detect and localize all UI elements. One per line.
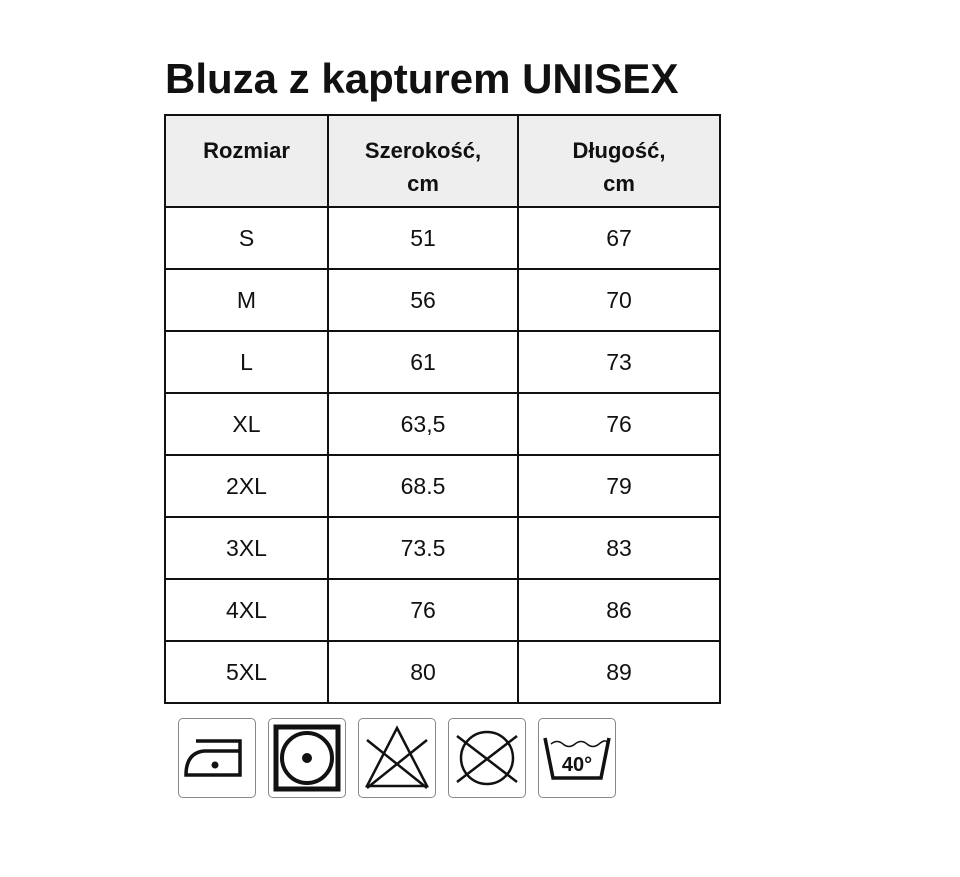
cell-size: M: [164, 268, 329, 332]
cell-length: 89: [517, 640, 721, 704]
cell-width: 68.5: [327, 454, 519, 518]
cell-length: 70: [517, 268, 721, 332]
table-row: M 56 70: [164, 268, 721, 332]
table-header-row: Rozmiar Szerokość, cm Długość, cm: [164, 114, 721, 208]
wash-40-icon: 40°: [538, 718, 616, 798]
header-width: Szerokość, cm: [327, 114, 519, 208]
do-not-dry-clean-icon: [448, 718, 526, 798]
table-row: 4XL 76 86: [164, 578, 721, 642]
cell-size: 2XL: [164, 454, 329, 518]
size-table: Rozmiar Szerokość, cm Długość, cm S 51 67 M 56…: [164, 114, 721, 704]
cell-width: 61: [327, 330, 519, 394]
wash-temperature-label: 40°: [562, 754, 592, 776]
table-row: 3XL 73.5 83: [164, 516, 721, 580]
header-length: Długość, cm: [517, 114, 721, 208]
table-row: L 61 73: [164, 330, 721, 394]
table-row: XL 63,5 76: [164, 392, 721, 456]
table-row: S 51 67: [164, 206, 721, 270]
table-row: 2XL 68.5 79: [164, 454, 721, 518]
tumble-dry-icon: [268, 718, 346, 798]
cell-size: XL: [164, 392, 329, 456]
cell-width: 73.5: [327, 516, 519, 580]
do-not-bleach-icon: [358, 718, 436, 798]
header-size: Rozmiar: [164, 114, 329, 208]
cell-length: 83: [517, 516, 721, 580]
iron-medium-heat-icon: [178, 718, 256, 798]
page-title: Bluza z kapturem UNISEX: [165, 55, 679, 102]
cell-width: 51: [327, 206, 519, 270]
table-row: 5XL 80 89: [164, 640, 721, 704]
cell-length: 79: [517, 454, 721, 518]
cell-width: 63,5: [327, 392, 519, 456]
cell-length: 76: [517, 392, 721, 456]
cell-size: 5XL: [164, 640, 329, 704]
care-icons: 40°: [178, 718, 616, 798]
cell-length: 73: [517, 330, 721, 394]
cell-length: 67: [517, 206, 721, 270]
cell-width: 80: [327, 640, 519, 704]
cell-size: 3XL: [164, 516, 329, 580]
cell-length: 86: [517, 578, 721, 642]
cell-size: S: [164, 206, 329, 270]
cell-width: 76: [327, 578, 519, 642]
cell-width: 56: [327, 268, 519, 332]
cell-size: 4XL: [164, 578, 329, 642]
cell-size: L: [164, 330, 329, 394]
